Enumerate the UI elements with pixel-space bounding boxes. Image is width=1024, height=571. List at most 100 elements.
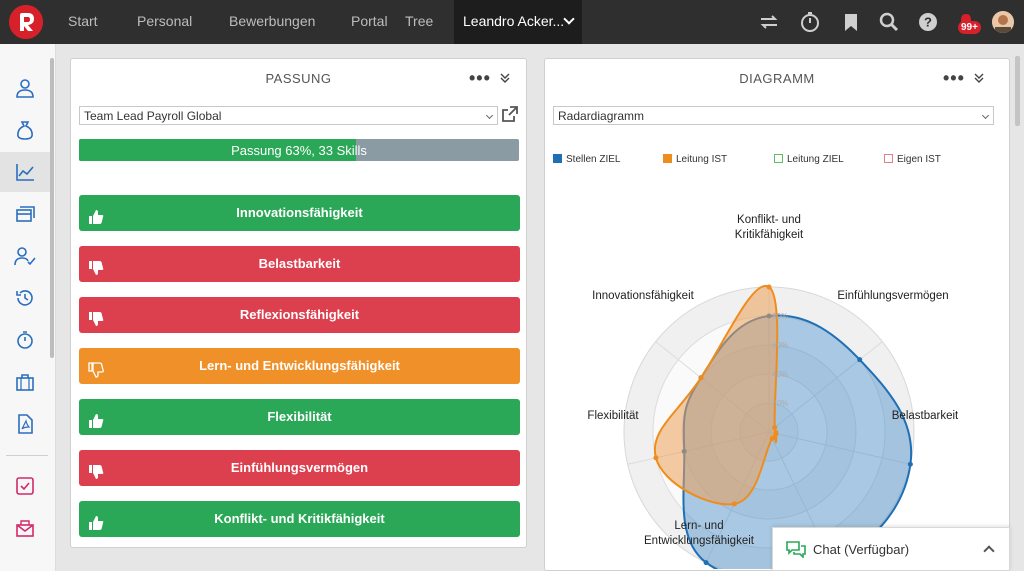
radar-point [907, 461, 913, 467]
briefcase-icon[interactable] [0, 362, 50, 402]
skill-label: Einfühlungsvermögen [230, 460, 369, 475]
radar-axis-label-line: Einfühlungsvermögen [837, 290, 949, 302]
sidebar-divider [6, 455, 48, 456]
skill-label: Flexibilität [267, 409, 332, 424]
legend-label: Stellen ZIEL [566, 154, 621, 165]
thumbs-down-icon [87, 255, 105, 275]
skill-item[interactable]: Lern- und Entwicklungsfähigkeit [79, 348, 520, 384]
chevron-down-icon [981, 111, 990, 120]
panel-title: DIAGRAMM [739, 71, 815, 86]
switch-icon[interactable] [758, 11, 780, 33]
skill-label: Lern- und Entwicklungsfähigkeit [199, 358, 400, 373]
thumbs-down-icon [87, 357, 105, 378]
nav-item-start[interactable]: Start [68, 13, 98, 29]
skill-label: Innovationsfähigkeit [236, 205, 363, 220]
stopwatch-icon[interactable] [799, 11, 821, 33]
position-select-value: Team Lead Payroll Global [84, 109, 222, 123]
legend-item[interactable]: Eigen IST [884, 154, 941, 165]
radar-point [698, 375, 704, 381]
sidebar-scrollbar[interactable] [50, 58, 54, 358]
skill-item[interactable]: Innovationsfähigkeit [79, 195, 520, 231]
logo-icon [9, 5, 43, 39]
history-icon[interactable] [0, 278, 50, 318]
radar-spoke [768, 431, 911, 465]
radar-point [653, 455, 659, 461]
user-name: Leandro Acker... [463, 13, 565, 29]
radar-spoke [768, 341, 883, 433]
radar-tick-label: 80% [772, 312, 788, 321]
timer-icon[interactable] [0, 320, 50, 360]
legend-swatch [553, 154, 562, 163]
skill-item[interactable]: Einfühlungsvermögen [79, 450, 520, 486]
chat-label: Chat (Verfügbar) [813, 542, 910, 557]
collapse-icon[interactable] [499, 71, 511, 83]
radar-axis-label-line: Flexibilität [587, 410, 639, 422]
user-check-icon[interactable] [0, 236, 50, 276]
left-sidebar [0, 44, 56, 571]
chevron-up-icon [983, 545, 995, 557]
radar-tick-label: 60% [772, 341, 788, 350]
legend-item[interactable]: Leitung ZIEL [774, 154, 844, 165]
radar-axis-label: Einfühlungsvermögen [813, 289, 973, 304]
svg-text:?: ? [924, 15, 932, 30]
checkbox-icon[interactable] [0, 466, 50, 506]
fit-progress-bar: Passung 63%, 33 Skills [79, 139, 519, 161]
external-link-icon[interactable] [501, 105, 519, 123]
chart-type-value: Radardiagramm [558, 109, 645, 123]
help-icon[interactable]: ? [917, 11, 939, 33]
legend-swatch [884, 154, 893, 163]
radar-axis-label-line: Entwicklungsfähigkeit [644, 535, 754, 547]
collapse-icon[interactable] [973, 71, 985, 83]
money-bag-icon[interactable] [0, 110, 50, 150]
radar-axis-label: Innovationsfähigkeit [563, 289, 723, 304]
chart-type-select[interactable]: Radardiagramm [553, 106, 994, 125]
radar-axis-label: Lern- und Entwicklungsfähigkeit [619, 519, 779, 549]
radar-point [857, 357, 863, 363]
position-select[interactable]: Team Lead Payroll Global [79, 106, 498, 125]
skill-item[interactable]: Flexibilität [79, 399, 520, 435]
more-options-icon[interactable]: ••• [469, 68, 491, 88]
progress-label: Passung 63%, 33 Skills [231, 143, 367, 158]
progress-fill [79, 139, 357, 161]
skill-item[interactable]: Konflikt- und Kritikfähigkeit [79, 501, 520, 537]
legend-label: Eigen IST [897, 154, 941, 165]
radar-tick-label: 20% [772, 399, 788, 408]
nav-item-portal[interactable]: Portal [351, 13, 388, 29]
chart-icon[interactable] [0, 152, 50, 192]
legend-swatch [663, 154, 672, 163]
page-scrollbar[interactable] [1015, 56, 1020, 126]
radar-axis-label-line: Konflikt- und [737, 214, 801, 226]
nav-item-bewerbungen[interactable]: Bewerbungen [229, 13, 316, 29]
skill-label: Belastbarkeit [258, 256, 341, 271]
radar-chart: 20% 40% 60% 80% [623, 284, 915, 569]
avatar[interactable] [992, 11, 1014, 33]
nav-item-personal[interactable]: Personal [137, 13, 193, 29]
cards-icon[interactable] [0, 194, 50, 234]
chevron-down-icon [485, 111, 494, 120]
pdf-icon[interactable] [0, 404, 50, 444]
app-logo[interactable] [9, 5, 43, 39]
skill-item[interactable]: Belastbarkeit [79, 246, 520, 282]
fit-panel: PASSUNG ••• Team Lead Payroll Global Pas… [70, 58, 527, 548]
nav-item-tree[interactable]: Tree [405, 13, 434, 29]
panel-title: PASSUNG [265, 71, 332, 86]
legend-item[interactable]: Stellen ZIEL [553, 154, 620, 165]
notification-badge: 99+ [958, 21, 981, 34]
user-icon[interactable] [0, 68, 50, 108]
user-menu[interactable]: Leandro Acker... [454, 0, 582, 44]
radar-point [766, 284, 772, 290]
radar-point [731, 501, 737, 507]
skill-item[interactable]: Reflexionsfähigkeit [79, 297, 520, 333]
radar-point [772, 424, 778, 430]
chat-widget[interactable]: Chat (Verfügbar) [772, 527, 1010, 571]
legend-label: Leitung ZIEL [787, 154, 844, 165]
radar-axis-label-line: Lern- und [674, 520, 724, 532]
search-icon[interactable] [878, 11, 900, 33]
chevron-down-icon [563, 13, 575, 25]
legend-swatch [774, 154, 783, 163]
diagram-panel: DIAGRAMM ••• Radardiagramm Stellen ZIEL L… [544, 58, 1010, 571]
legend-item[interactable]: Leitung IST [663, 154, 727, 165]
mail-icon[interactable] [0, 508, 50, 548]
more-options-icon[interactable]: ••• [943, 68, 965, 88]
bookmark-icon[interactable] [840, 11, 862, 33]
